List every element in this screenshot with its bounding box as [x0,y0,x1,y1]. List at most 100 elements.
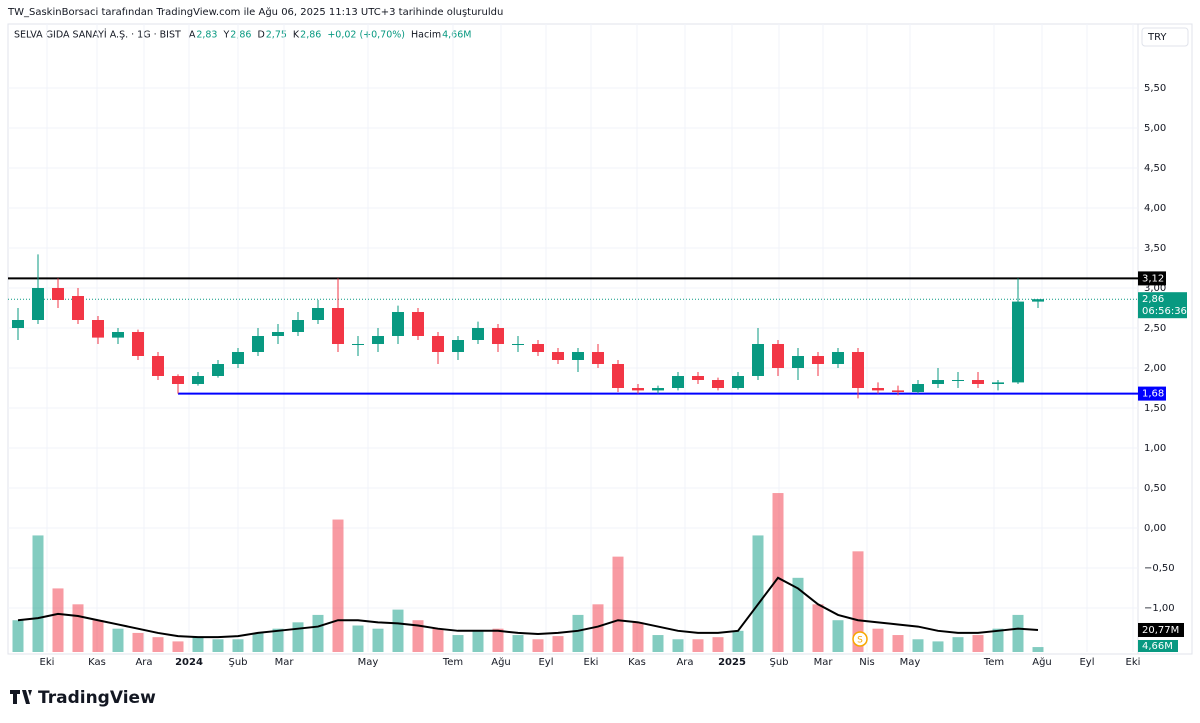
x-tick-label: Şub [228,657,247,668]
candle-body [32,288,44,320]
volume-bar [312,614,324,652]
brand: TradingView [10,688,156,708]
candle-body [152,356,164,376]
y-tick-label: 5,50 [1144,83,1166,94]
y-tick-label: 3,00 [1144,283,1166,294]
candle-body [232,352,244,364]
x-tick-label: Eyl [1079,657,1094,668]
candle-body [332,308,344,344]
volume-bar [152,637,164,652]
event-marker[interactable] [852,631,868,647]
candle-body [392,312,404,336]
volume-bar [852,551,864,652]
volume-bar [872,628,884,652]
legend-key: Hacim [411,30,441,41]
y-tick-label: −0,50 [1144,563,1175,574]
candle-body [812,356,824,364]
x-tick-label: Kas [88,657,106,668]
volume-bar [832,620,844,652]
y-tick-label: 1,00 [1144,443,1166,454]
x-tick-label: Ağu [491,656,511,668]
volume-bar [192,637,204,652]
y-tick-label: 4,00 [1144,203,1166,214]
volume-bar [812,604,824,652]
volume-bar [172,641,184,652]
candle-body [272,332,284,336]
volume-bar [232,639,244,652]
volume-bar [272,628,284,652]
volume-bar [72,604,84,652]
candle-body [872,388,884,391]
volume-bar [892,635,904,652]
candle-body [52,288,64,300]
y-tick-label: 0,50 [1144,483,1166,494]
x-tick-label: May [358,657,379,668]
volume-bar [612,556,624,652]
legend-value: 2,86 [230,30,251,41]
volume-bar [792,577,804,652]
volume-bar [332,519,344,652]
candle-body [72,296,84,320]
candle-body [752,344,764,376]
candle-body [92,320,104,338]
volume-bar [572,614,584,652]
y-tick-label: 4,50 [1144,163,1166,174]
candle-body [412,312,424,336]
legend-key: D [257,30,264,41]
candle-body [112,332,124,338]
attribution: TW_SaskinBorsaci tarafından TradingView.… [7,6,503,18]
level-label-box [1138,271,1166,286]
volume-bar [432,628,444,652]
volume-bar [592,604,604,652]
volume-bar [452,635,464,652]
volume-ma-line [17,576,1039,639]
brand-name: TradingView [38,688,156,708]
y-tick-label: 1,50 [1144,403,1166,414]
volume-bar [12,620,24,652]
volume-ma-label: 20,77M [1142,625,1179,636]
x-tick-label: Tem [983,657,1004,668]
volume-bar [92,620,104,652]
volume-bar [752,535,764,652]
volume-bar [712,637,724,652]
volume-label-box [1138,640,1178,652]
volume-bar [952,637,964,652]
x-tick-label: 2024 [175,657,203,668]
currency-box[interactable] [1141,27,1189,47]
volume-bar [32,535,44,652]
candle-body [932,380,944,384]
level-label-box [1138,386,1166,401]
volume-bar [532,639,544,652]
currency[interactable]: TRY [1147,32,1167,43]
x-tick-label: Eki [1126,657,1141,668]
volume-bar [1012,614,1024,652]
x-tick-label: May [900,657,921,668]
legend-value: 2,75 [266,30,287,41]
candle-body [352,344,364,345]
volume-bar [412,620,424,652]
candle-body [612,364,624,388]
candle-body [1012,301,1024,383]
x-tick-label: Ağu [1032,656,1052,668]
candle-body [432,336,444,352]
legend-value: 2,86 [300,30,321,41]
x-tick-label: Eki [40,657,55,668]
volume-bar [632,622,644,652]
legend-key: A [189,30,196,41]
candle-body [1032,299,1044,302]
volume-bar [252,632,264,652]
candle-body [252,336,264,352]
last-price-label: 2,86 [1142,294,1164,305]
candle-body [132,332,144,356]
countdown: 06:56:36 [1142,306,1187,317]
x-tick-label: Mar [275,657,295,668]
volume-bar [692,639,704,652]
candle-body [572,352,584,360]
x-tick-label: 2025 [718,657,746,668]
volume-bar [912,639,924,652]
volume-bar [292,622,304,652]
volume-bar [372,628,384,652]
candle-body [792,356,804,368]
volume-label: 4,66M [1142,641,1173,652]
